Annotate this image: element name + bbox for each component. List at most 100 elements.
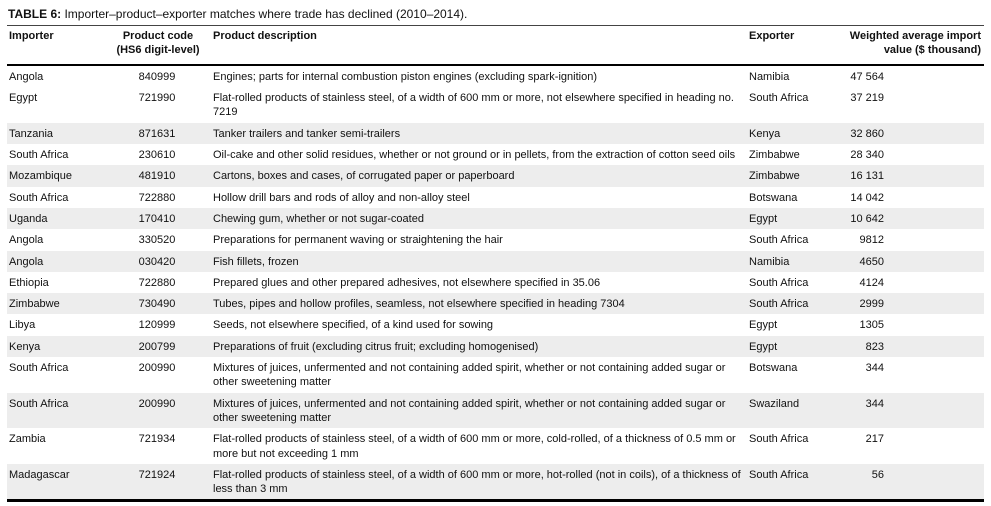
cell-importer: Egypt xyxy=(9,92,38,105)
cell-description: Seeds, not elsewhere specified, of a kin… xyxy=(213,319,494,332)
cell-description: Mixtures of juices, unfermented and not … xyxy=(213,397,726,424)
cell-exporter: Egypt xyxy=(749,340,778,353)
trade-decline-table: Importer Product code (HS6 digit-level) … xyxy=(7,25,984,503)
cell-importer: Uganda xyxy=(9,212,48,225)
cell-description: Tubes, pipes and hollow profiles, seamle… xyxy=(213,298,625,311)
cell-exporter: South Africa xyxy=(749,433,809,446)
cell-product-code: 721924 xyxy=(138,468,176,481)
cell-value: 344 xyxy=(865,397,884,410)
cell-product-code: 722880 xyxy=(138,276,176,289)
cell-importer: South Africa xyxy=(9,362,69,375)
table-row: Mozambique 481910 Cartons, boxes and cases… xyxy=(7,165,984,187)
cell-value: 217 xyxy=(865,433,884,446)
cell-exporter: South Africa xyxy=(749,298,809,311)
cell-description: Prepared glues and other prepared adhesi… xyxy=(213,276,601,289)
cell-exporter: Zimbabwe xyxy=(749,170,800,183)
cell-description: Engines; parts for internal combustion p… xyxy=(213,70,597,83)
table-caption: TABLE 6: Importer–product–exporter match… xyxy=(8,7,984,21)
cell-importer: Madagascar xyxy=(9,468,70,481)
cell-importer: Angola xyxy=(9,234,44,247)
cell-importer: Zimbabwe xyxy=(9,298,60,311)
table-row: Uganda 170410 Chewing gum, whether or not … xyxy=(7,207,984,230)
cell-value: 4650 xyxy=(859,255,884,268)
cell-value: 1305 xyxy=(859,319,884,332)
cell-product-code: 481910 xyxy=(138,170,176,183)
cell-description: Flat-rolled products of stainless steel,… xyxy=(213,468,741,496)
cell-description: Fish fillets, frozen xyxy=(213,255,299,268)
cell-value: 9812 xyxy=(859,234,884,247)
cell-importer: South Africa xyxy=(9,149,69,162)
cell-value: 2999 xyxy=(859,298,884,311)
column-header-weighted-value: Weighted average import value ($ thousan… xyxy=(833,25,984,66)
cell-value: 28 340 xyxy=(850,149,884,162)
cell-importer: Ethiopia xyxy=(9,276,49,289)
cell-value: 37 219 xyxy=(850,92,884,105)
table-row: Zambia 721934 Flat-rolled products of stai… xyxy=(7,428,984,464)
table-row: South Africa 200990 Mixtures of juices, un… xyxy=(7,357,984,393)
cell-value: 4124 xyxy=(859,276,884,289)
table-caption-text: Importer–product–exporter matches where … xyxy=(64,7,468,21)
cell-product-code: 722880 xyxy=(138,191,176,204)
cell-value: 47 564 xyxy=(850,70,884,83)
cell-value: 10 642 xyxy=(850,212,884,225)
cell-importer: Kenya xyxy=(9,340,41,353)
cell-importer: Tanzania xyxy=(9,127,54,140)
cell-value: 16 131 xyxy=(850,170,884,183)
column-header-importer: Importer xyxy=(7,25,107,66)
cell-description: Chewing gum, whether or not sugar-coated xyxy=(213,212,424,225)
table-row: Angola 840999 Engines; parts for internal … xyxy=(7,65,984,87)
table-row: South Africa 200990 Mixtures of juices, un… xyxy=(7,392,984,429)
cell-importer: Zambia xyxy=(9,433,46,446)
cell-product-code: 200990 xyxy=(138,362,176,375)
cell-product-code: 120999 xyxy=(138,319,176,332)
table-row: Madagascar 721924 Flat-rolled products of … xyxy=(7,463,984,501)
cell-exporter: Botswana xyxy=(749,362,798,375)
cell-exporter: Egypt xyxy=(749,319,778,332)
table-row: Tanzania 871631 Tanker trailers and tanker… xyxy=(7,122,984,145)
cell-product-code: 730490 xyxy=(138,298,176,311)
cell-importer: Angola xyxy=(9,70,44,83)
table-row: Libya 120999 Seeds, not elsewhere specifie… xyxy=(7,314,984,335)
cell-product-code: 871631 xyxy=(138,127,176,140)
cell-exporter: South Africa xyxy=(749,468,809,481)
cell-description: Cartons, boxes and cases, of corrugated … xyxy=(213,170,515,183)
table-row: South Africa 230610 Oil-cake and other sol… xyxy=(7,144,984,165)
cell-importer: South Africa xyxy=(9,397,69,410)
cell-description: Oil-cake and other solid residues, wheth… xyxy=(213,149,736,162)
cell-importer: Libya xyxy=(9,319,36,332)
cell-exporter: Botswana xyxy=(749,191,798,204)
cell-product-code: 721990 xyxy=(138,92,176,105)
cell-value: 823 xyxy=(865,340,884,353)
cell-product-code: 170410 xyxy=(138,212,176,225)
table-row: Kenya 200799 Preparations of fruit (exclud… xyxy=(7,335,984,358)
cell-value: 56 xyxy=(871,468,884,481)
cell-description: Tanker trailers and tanker semi-trailers xyxy=(213,127,401,140)
cell-product-code: 200799 xyxy=(138,340,176,353)
table-body: Angola 840999 Engines; parts for internal … xyxy=(7,65,984,501)
cell-product-code: 030420 xyxy=(138,255,176,268)
cell-value: 14 042 xyxy=(850,191,884,204)
table-row: Ethiopia 722880 Prepared glues and other p… xyxy=(7,272,984,293)
table-header: Importer Product code (HS6 digit-level) … xyxy=(7,25,984,66)
cell-importer: Mozambique xyxy=(9,170,72,183)
table-row: Angola 030420 Fish fillets, frozen Namibia 4… xyxy=(7,250,984,272)
cell-exporter: South Africa xyxy=(749,92,809,105)
cell-description: Preparations for permanent waving or str… xyxy=(213,234,503,247)
cell-exporter: Namibia xyxy=(749,255,790,268)
table-caption-label: TABLE 6: xyxy=(8,7,62,21)
cell-exporter: South Africa xyxy=(749,276,809,289)
cell-product-code: 721934 xyxy=(138,433,176,446)
cell-exporter: Kenya xyxy=(749,127,781,140)
cell-exporter: Zimbabwe xyxy=(749,149,800,162)
table-header-row: Importer Product code (HS6 digit-level) … xyxy=(7,25,984,66)
cell-importer: Angola xyxy=(9,255,44,268)
column-header-product-code: Product code (HS6 digit-level) xyxy=(107,25,211,66)
cell-exporter: Egypt xyxy=(749,212,778,225)
cell-value: 32 860 xyxy=(850,127,884,140)
cell-description: Flat-rolled products of stainless steel,… xyxy=(213,92,734,119)
cell-exporter: Namibia xyxy=(749,70,790,83)
table-row: Egypt 721990 Flat-rolled products of stain… xyxy=(7,87,984,123)
cell-exporter: Swaziland xyxy=(749,397,800,410)
column-header-product-description: Product description xyxy=(211,25,747,66)
